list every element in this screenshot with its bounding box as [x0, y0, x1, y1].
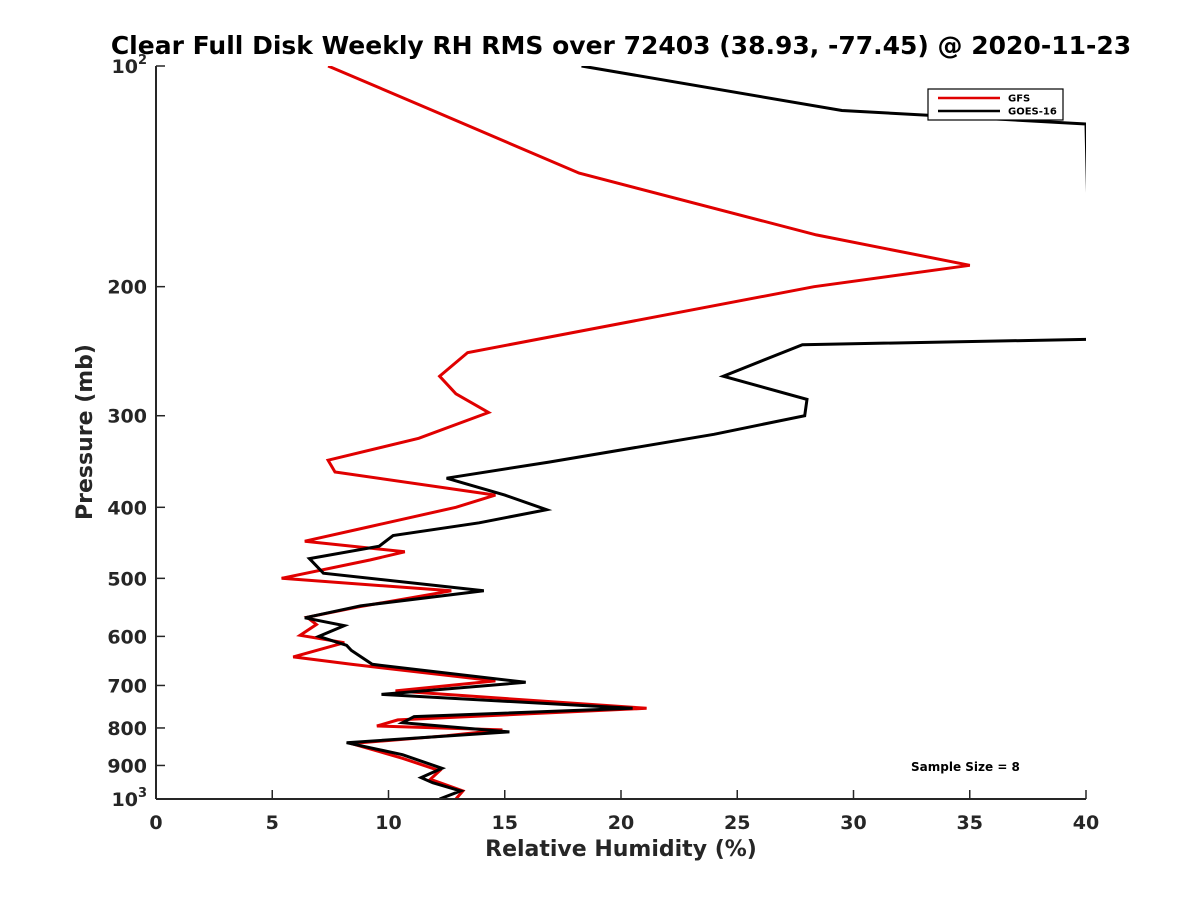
y-tick-label: 500	[107, 568, 147, 590]
legend-box	[927, 88, 1064, 121]
y-axis-label: Pressure (mb)	[73, 344, 98, 520]
y-ticks: 102 200 300 400 500 600 700 800 900 103	[107, 53, 165, 811]
y-tick-label: 103	[112, 786, 148, 811]
legend-label-goes: GOES-16	[1008, 107, 1057, 118]
x-tick-label: 15	[492, 812, 518, 834]
plot-area	[156, 66, 1086, 799]
x-tick-label: 0	[149, 812, 162, 834]
x-ticks: 0 5 10 15 20 25 30 35 40	[149, 790, 1099, 834]
y-tick-label: 400	[107, 497, 147, 519]
legend-label-gfs: GFS	[1008, 94, 1030, 105]
x-axis-label: Relative Humidity (%)	[485, 837, 757, 862]
y-tick-label: 600	[107, 626, 147, 648]
x-tick-label: 35	[957, 812, 983, 834]
series-line-goes-16	[304, 66, 1086, 799]
y-tick-label: 200	[107, 277, 147, 299]
x-tick-label: 5	[266, 812, 279, 834]
x-tick-label: 20	[608, 812, 634, 834]
chart-title: Clear Full Disk Weekly RH RMS over 72403…	[111, 31, 1131, 60]
x-tick-label: 40	[1073, 812, 1099, 834]
y-tick-label: 102	[112, 53, 148, 78]
legend: GFS GOES-16	[927, 88, 1064, 121]
sample-size-annotation: Sample Size = 8	[911, 760, 1020, 774]
x-tick-label: 30	[840, 812, 866, 834]
series-line-gfs	[281, 66, 971, 799]
y-tick-label: 700	[107, 675, 147, 697]
x-tick-label: 25	[724, 812, 750, 834]
y-tick-label: 800	[107, 718, 147, 740]
x-tick-label: 10	[375, 812, 401, 834]
series-layer	[281, 66, 1086, 799]
y-tick-label: 300	[107, 406, 147, 428]
y-tick-label: 900	[107, 755, 147, 777]
